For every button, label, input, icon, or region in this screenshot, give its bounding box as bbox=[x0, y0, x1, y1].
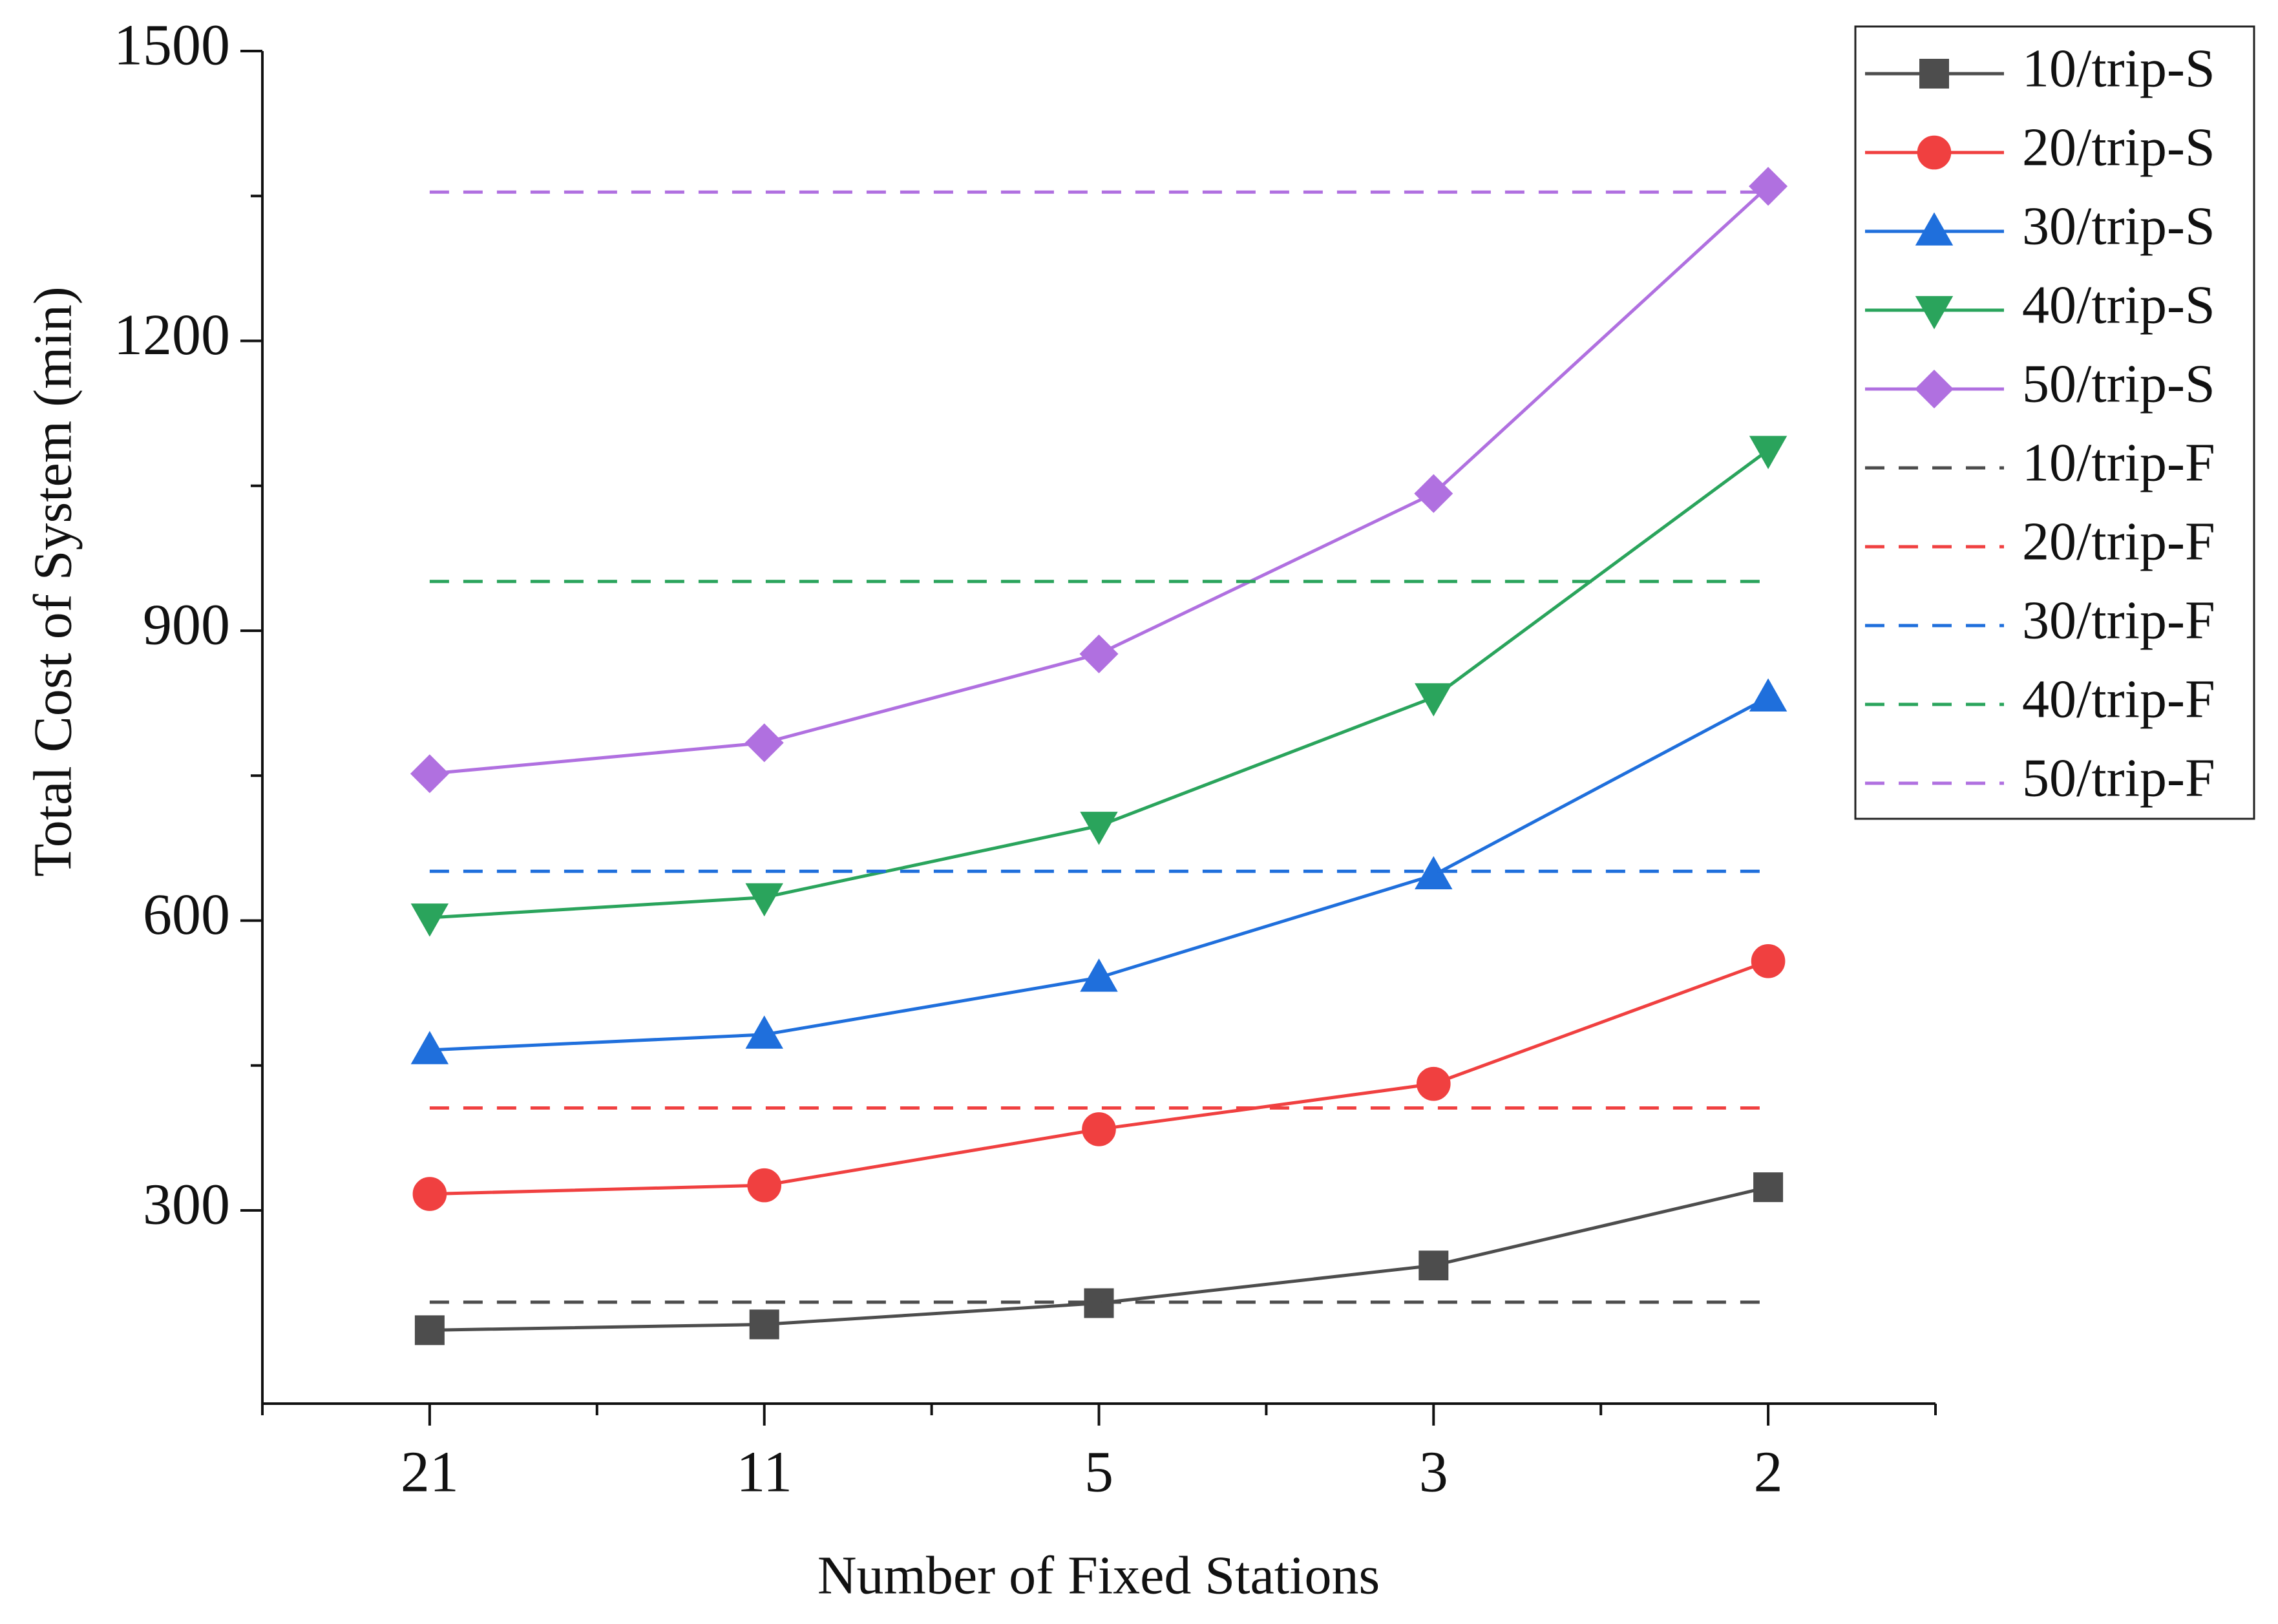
point bbox=[1415, 856, 1453, 890]
y-tick-label: 1200 bbox=[114, 303, 230, 367]
legend-label: 30/trip-F bbox=[2022, 590, 2215, 650]
series-line bbox=[429, 185, 1769, 775]
legend-label: 50/trip-S bbox=[2022, 353, 2215, 414]
x-tick-label: 11 bbox=[736, 1440, 792, 1504]
x-tick-label: 3 bbox=[1419, 1440, 1448, 1504]
point bbox=[1749, 678, 1788, 712]
legend-label: 40/trip-S bbox=[2022, 275, 2215, 335]
series-line bbox=[429, 695, 1769, 1052]
point bbox=[1079, 634, 1119, 673]
point bbox=[1080, 812, 1118, 845]
point bbox=[1749, 167, 1788, 206]
legend-marker bbox=[1919, 59, 1949, 89]
series-line bbox=[429, 959, 1769, 1196]
point bbox=[1417, 1066, 1451, 1101]
x-tick-label: 5 bbox=[1084, 1440, 1113, 1504]
point bbox=[1082, 1112, 1116, 1146]
legend-marker bbox=[1915, 296, 1954, 330]
x-tick-label: 21 bbox=[401, 1440, 459, 1504]
point bbox=[747, 1168, 781, 1203]
point bbox=[412, 1177, 447, 1211]
point bbox=[1418, 1250, 1449, 1281]
x-axis-label: Number of Fixed Stations bbox=[817, 1545, 1380, 1605]
point bbox=[745, 1015, 783, 1049]
point bbox=[1753, 1172, 1784, 1203]
point bbox=[410, 1031, 449, 1064]
legend-label: 10/trip-S bbox=[2022, 38, 2215, 98]
point bbox=[1415, 683, 1453, 717]
legend-label: 20/trip-S bbox=[2022, 117, 2215, 177]
legend-label: 40/trip-F bbox=[2022, 669, 2215, 729]
point bbox=[744, 723, 784, 763]
point bbox=[414, 1315, 445, 1345]
point bbox=[1080, 958, 1118, 992]
point bbox=[1414, 474, 1453, 513]
y-tick-label: 1500 bbox=[114, 14, 230, 78]
legend-marker bbox=[1915, 212, 1954, 246]
point bbox=[410, 754, 449, 794]
legend-marker bbox=[1914, 369, 1954, 409]
y-tick-label: 300 bbox=[143, 1173, 230, 1237]
series-line bbox=[429, 448, 1769, 920]
legend-marker bbox=[1917, 135, 1952, 170]
point bbox=[749, 1309, 779, 1340]
x-tick-label: 2 bbox=[1754, 1440, 1783, 1504]
point bbox=[745, 883, 783, 917]
point bbox=[410, 903, 449, 937]
y-tick-label: 600 bbox=[143, 883, 230, 947]
legend-label: 20/trip-F bbox=[2022, 511, 2215, 571]
point bbox=[1749, 436, 1788, 469]
legend-label: 50/trip-F bbox=[2022, 748, 2215, 808]
y-tick-label: 900 bbox=[143, 593, 230, 657]
point bbox=[1751, 944, 1786, 978]
legend-label: 10/trip-F bbox=[2022, 432, 2215, 492]
legend-label: 30/trip-S bbox=[2022, 196, 2215, 256]
y-axis-label: Total Cost of System (min) bbox=[23, 286, 83, 876]
